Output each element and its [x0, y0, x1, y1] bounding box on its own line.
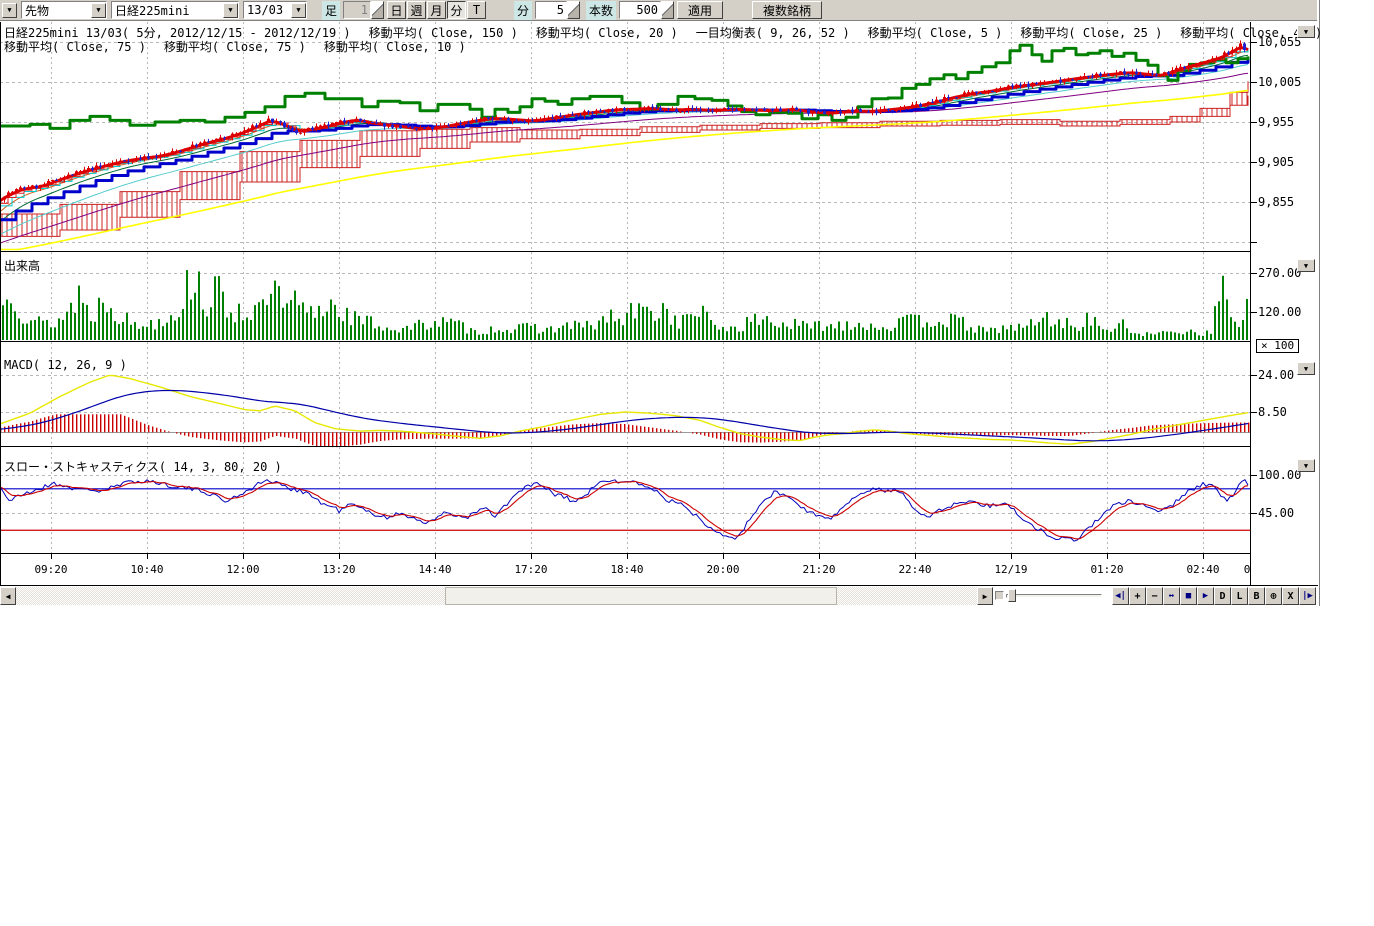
time-axis-label: 01:20: [1090, 563, 1124, 576]
horizontal-scrollbar: ◀ ▶ ◀| + − ↔ ■ ▶ D L B ⊕ X |▶: [0, 585, 1318, 605]
time-axis-label: 14:40: [418, 563, 452, 576]
stochastics-pane-label: スロー・ストキャスティクス( 14, 3, 80, 20 ): [4, 460, 282, 474]
spinner-icon[interactable]: [661, 1, 675, 19]
legend-item: 移動平均( Close, 75 ): [163, 40, 306, 54]
mode-d-icon[interactable]: D: [1214, 587, 1231, 605]
macd-axis-label: 24.00: [1258, 368, 1295, 382]
period-button-日[interactable]: 日: [387, 1, 407, 19]
zoom-slider-box[interactable]: [995, 591, 1004, 600]
period-button-分[interactable]: 分: [447, 1, 467, 19]
page-last-icon[interactable]: |▶: [1299, 587, 1316, 605]
market-type-select[interactable]: 先物 ▼: [21, 1, 107, 19]
close-icon[interactable]: X: [1282, 587, 1299, 605]
pane-scale-dropdown-button[interactable]: ▼: [1297, 459, 1315, 472]
minutes-field[interactable]: 5: [535, 1, 568, 19]
pane-scale-dropdown-button[interactable]: ▼: [1297, 362, 1315, 375]
volume-pane-label: 出来高: [4, 259, 41, 273]
time-axis-label: 20:00: [706, 563, 740, 576]
stop-icon[interactable]: ■: [1180, 587, 1197, 605]
zoom-in-icon[interactable]: +: [1129, 587, 1146, 605]
volume-multiplier-box: × 100: [1256, 339, 1300, 353]
symbol-value: 日経225mini: [115, 3, 190, 18]
legend-row-2: 移動平均( Close, 75 ) 移動平均( Close, 75 ) 移動平均( …: [4, 38, 466, 55]
legend-item: 移動平均( Close, 20 ): [535, 26, 678, 40]
legend-item: 移動平均( Close, 25 ): [1020, 26, 1163, 40]
contract-month-value: 13/03: [247, 3, 284, 17]
time-axis-label: 02:40: [1186, 563, 1220, 576]
scroll-left-button[interactable]: ◀: [0, 587, 16, 605]
chevron-down-icon[interactable]: ▼: [91, 2, 106, 18]
right-arrow-icon: ▶: [982, 591, 988, 601]
zoom-slider-thumb[interactable]: [1008, 589, 1016, 602]
stochastics-axis-label: 100.00: [1258, 468, 1302, 482]
legend-item: 一目均衡表( 9, 26, 52 ): [695, 26, 850, 40]
bar-type-label: 足: [322, 0, 341, 20]
apply-button[interactable]: 適用: [677, 1, 724, 19]
pane-scale-dropdown-button[interactable]: ▼: [1297, 259, 1315, 272]
legend-item: 移動平均( Close, 10 ): [323, 40, 466, 54]
time-axis-label: 21:20: [802, 563, 836, 576]
mode-b-icon[interactable]: B: [1248, 587, 1265, 605]
multi-symbol-button[interactable]: 複数銘柄: [752, 1, 823, 19]
time-axis-label: 10:40: [130, 563, 164, 576]
legend-item: 移動平均( Close, 75 ): [4, 40, 146, 54]
chevron-down-icon[interactable]: ▼: [291, 2, 306, 18]
fit-width-icon[interactable]: ↔: [1163, 587, 1180, 605]
spinner-icon[interactable]: [567, 1, 581, 19]
mode-l-icon[interactable]: L: [1231, 587, 1248, 605]
bar-interval-field[interactable]: 1: [343, 1, 372, 19]
minutes-label: 分: [514, 0, 533, 20]
bars-count-field[interactable]: 500: [619, 1, 662, 19]
symbol-select[interactable]: 日経225mini ▼: [111, 1, 239, 19]
scroll-right-button[interactable]: ▶: [977, 587, 993, 605]
time-axis-label: 22:40: [898, 563, 932, 576]
scrollbar-thumb[interactable]: [445, 587, 837, 605]
volume-axis-label: 270.00: [1258, 266, 1302, 280]
chevron-down-icon: ▼: [7, 6, 12, 14]
period-button-週[interactable]: 週: [407, 1, 427, 19]
chart-canvas[interactable]: [0, 0, 1320, 606]
legend-item: 移動平均( Close, 5 ): [867, 26, 1003, 40]
legend-row-1: 日経225mini 13/03( 5分, 2012/12/15 - 2012/1…: [4, 24, 1322, 41]
time-axis-label: 13:20: [322, 563, 356, 576]
contract-month-select[interactable]: 13/03 ▼: [243, 1, 307, 19]
price-axis-label: 9,955: [1258, 115, 1295, 129]
chevron-down-icon[interactable]: ▼: [223, 2, 238, 18]
mini-dropdown-button[interactable]: ▼: [2, 2, 17, 18]
zoom-out-icon[interactable]: −: [1146, 587, 1163, 605]
time-axis-label: 17:20: [514, 563, 548, 576]
bars-count-label: 本数: [586, 0, 617, 20]
period-button-T[interactable]: T: [467, 1, 487, 19]
navigator-buttons: ◀| + − ↔ ■ ▶ D L B ⊕ X |▶: [1112, 587, 1316, 605]
macd-axis-label: 8.50: [1258, 404, 1287, 419]
page-first-icon[interactable]: ◀|: [1112, 587, 1129, 605]
time-axis-label: 18:40: [610, 563, 644, 576]
period-button-月[interactable]: 月: [427, 1, 447, 19]
time-axis-label: 0: [1243, 563, 1251, 576]
macd-pane-label: MACD( 12, 26, 9 ): [4, 358, 127, 372]
price-axis-label: 9,855: [1258, 195, 1295, 209]
play-icon[interactable]: ▶: [1197, 587, 1214, 605]
legend-item: 移動平均( Close, 150 ): [368, 26, 518, 40]
time-axis-label: 12/19: [994, 563, 1028, 576]
stochastics-axis-label: 45.00: [1258, 505, 1295, 520]
time-axis-label: 09:20: [34, 563, 68, 576]
price-axis-label: 9,905: [1258, 155, 1295, 169]
left-arrow-icon: ◀: [5, 591, 11, 601]
volume-axis-label: 120.00: [1258, 305, 1302, 319]
zoom-slider-track[interactable]: [1006, 594, 1102, 598]
price-axis-label: 10,005: [1258, 75, 1302, 89]
crosshair-icon[interactable]: ⊕: [1265, 587, 1282, 605]
pane-scale-dropdown-button[interactable]: ▼: [1297, 25, 1315, 38]
market-type-value: 先物: [25, 3, 50, 18]
spinner-icon[interactable]: [371, 1, 385, 19]
time-axis-label: 12:00: [226, 563, 260, 576]
legend-item: 日経225mini 13/03( 5分, 2012/12/15 - 2012/1…: [4, 26, 351, 40]
price-axis-label: 10,055: [1258, 35, 1302, 49]
